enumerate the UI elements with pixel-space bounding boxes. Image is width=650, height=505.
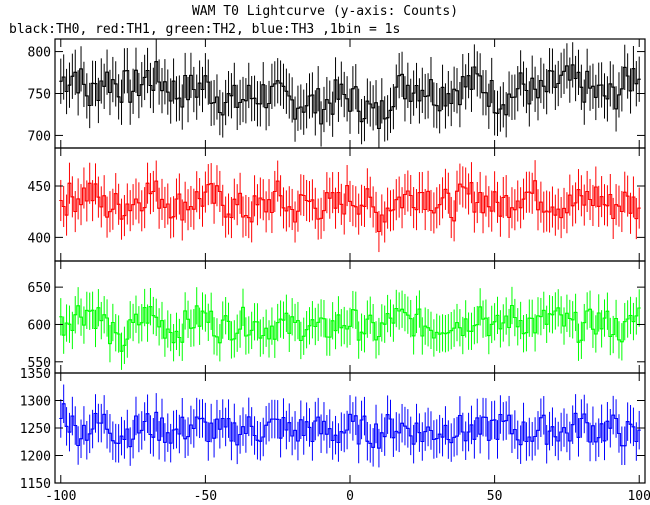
series-th2	[59, 286, 641, 370]
series-th0	[59, 39, 641, 148]
step-line	[59, 61, 641, 129]
y-tick-label: 750	[28, 88, 51, 103]
y-tick-label: 1350	[20, 367, 51, 382]
x-tick-label: 100	[627, 489, 650, 504]
y-tick-label: 600	[28, 318, 51, 333]
panels: 700 750 800 400 450 550 600 650 1150 1200 1250 1300…	[20, 38, 650, 504]
y-tick-label: 1200	[20, 450, 51, 465]
y-tick-label: 1150	[20, 477, 51, 492]
chart-title: WAM T0 Lightcurve (y-axis: Counts)	[192, 4, 458, 19]
y-tick-label: 550	[28, 356, 51, 371]
panel-th2: 550 600 650	[28, 260, 646, 374]
y-tick-label: 400	[28, 231, 51, 246]
chart-subtitle: black:TH0, red:TH1, green:TH2, blue:TH3 …	[9, 22, 400, 37]
panel-th0: 700 750 800	[28, 38, 646, 149]
series-th3	[59, 384, 641, 468]
series-th1	[59, 160, 641, 253]
step-line	[59, 180, 641, 233]
x-tick-label: -100	[45, 489, 76, 504]
y-tick-label: 1250	[20, 422, 51, 437]
step-line	[59, 403, 641, 449]
x-tick-label: 0	[346, 489, 354, 504]
panel-th1: 400 450	[28, 147, 646, 262]
y-tick-label: 650	[28, 281, 51, 296]
step-line	[59, 305, 641, 352]
panel-th3: 1150 1200 1250 1300 1350	[20, 367, 646, 492]
x-tick-label: -50	[194, 489, 217, 504]
x-tick-label: 50	[487, 489, 503, 504]
y-tick-label: 450	[28, 180, 51, 195]
y-tick-label: 800	[28, 46, 51, 61]
y-tick-label: 700	[28, 129, 51, 144]
y-tick-label: 1300	[20, 395, 51, 410]
